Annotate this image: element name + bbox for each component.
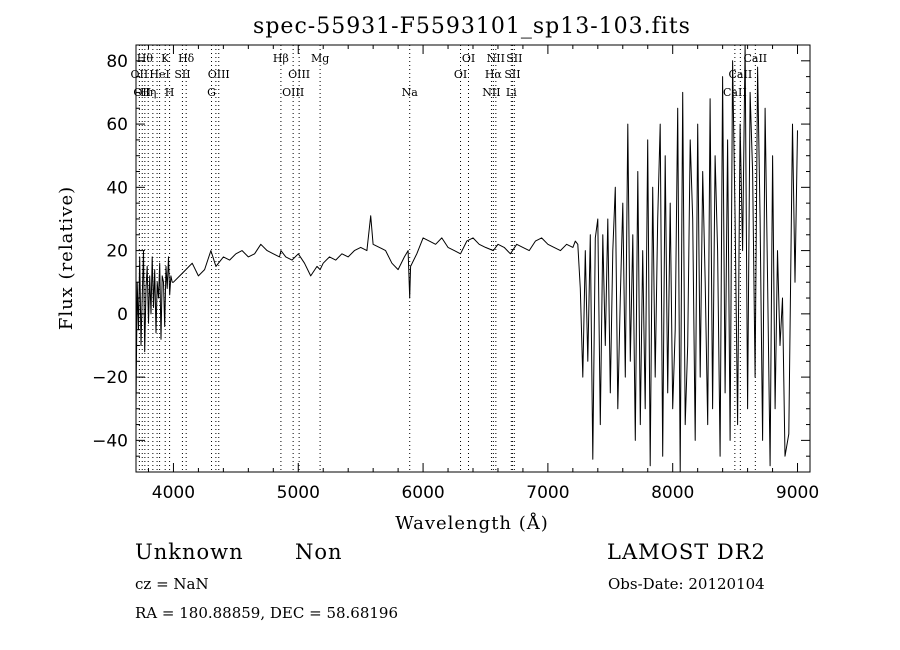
line-label-2: Hθ (137, 52, 154, 65)
x-axis-ticks: 4000 5000 6000 7000 8000 9000 (147, 45, 819, 503)
line-label-19: OI (454, 68, 467, 81)
y-tick-label-0: 0 (117, 305, 128, 325)
line-label-10: Hδ (178, 52, 195, 65)
line-label-29: CaII (743, 52, 767, 65)
line-label-6: HeI (149, 68, 169, 81)
y-tick-label-20: 20 (106, 242, 128, 262)
line-label-27: CaII (723, 86, 747, 99)
line-label-14: Hβ (273, 52, 289, 65)
line-label-28: CaII (729, 68, 753, 81)
line-label-16: OIII (288, 68, 310, 81)
class-right: Non (295, 540, 343, 564)
survey-name: LAMOST DR2 (607, 540, 766, 564)
y-tick-label--40: −40 (92, 431, 128, 451)
line-label-1: OII (133, 86, 151, 99)
line-label-15: OIII (282, 86, 304, 99)
line-label-24: Li (506, 86, 517, 99)
line-label-25: SII (504, 68, 520, 81)
line-label-0: OII (131, 68, 149, 81)
coordinates: RA = 180.88859, DEC = 58.68196 (135, 604, 399, 622)
y-tick-label-40: 40 (106, 178, 128, 198)
spectral-line-labels: OIIOIIHθHηHeIKHSIIHδGOIIIHβOIIIOIIIMgNaO… (131, 52, 768, 99)
x-tick-label-5000: 5000 (277, 483, 320, 503)
line-label-21: NII (482, 86, 500, 99)
y-tick-label--20: −20 (92, 368, 128, 388)
line-label-9: SII (174, 68, 190, 81)
y-axis-label: Flux (relative) (56, 186, 77, 330)
obs-date: Obs-Date: 20120104 (608, 575, 765, 593)
line-label-23: NII (487, 52, 505, 65)
x-tick-label-8000: 8000 (651, 483, 694, 503)
y-tick-label-80: 80 (106, 52, 128, 72)
line-label-13: OIII (208, 68, 230, 81)
line-label-3: Hη (140, 86, 156, 99)
y-axis-ticks: −40 −20 0 20 40 60 80 (92, 44, 810, 473)
chart-title: spec-55931-F5593101_sp13-103.fits (253, 14, 691, 39)
line-label-22: Hα (485, 68, 503, 81)
x-tick-label-6000: 6000 (401, 483, 444, 503)
redshift-cz: cz = NaN (135, 575, 209, 593)
line-label-17: Mg (311, 52, 329, 65)
line-label-7: K (161, 52, 170, 65)
flux-series (135, 44, 798, 473)
x-tick-label-4000: 4000 (152, 483, 195, 503)
x-tick-label-7000: 7000 (526, 483, 569, 503)
x-tick-label-9000: 9000 (776, 483, 819, 503)
series-line-0 (135, 44, 798, 473)
line-label-11: G (207, 86, 216, 99)
line-label-20: OI (462, 52, 475, 65)
class-left: Unknown (135, 540, 244, 564)
line-label-8: H (165, 86, 175, 99)
line-label-18: Na (402, 86, 419, 99)
x-axis-label: Wavelength (Å) (395, 512, 549, 534)
line-label-26: SII (506, 52, 522, 65)
y-tick-label-60: 60 (106, 115, 128, 135)
